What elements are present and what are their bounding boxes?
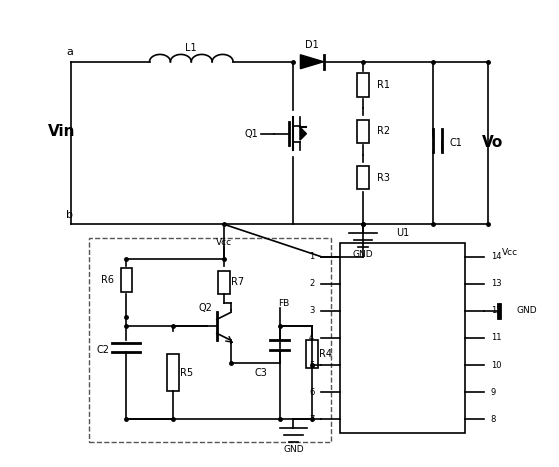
FancyBboxPatch shape — [340, 243, 465, 433]
Text: U1: U1 — [396, 228, 409, 239]
Text: 10: 10 — [491, 361, 501, 369]
Text: C3: C3 — [254, 368, 267, 378]
Text: R6: R6 — [101, 275, 114, 285]
Text: GND: GND — [283, 445, 304, 454]
Text: FB: FB — [278, 298, 290, 308]
Text: 8: 8 — [491, 415, 496, 424]
Text: 1: 1 — [309, 252, 314, 261]
Polygon shape — [300, 127, 306, 140]
Text: 14: 14 — [491, 252, 501, 261]
Text: 13: 13 — [491, 279, 501, 288]
Text: D1: D1 — [305, 41, 319, 50]
FancyBboxPatch shape — [357, 120, 369, 143]
Text: Vin: Vin — [48, 124, 75, 139]
Polygon shape — [300, 55, 324, 69]
FancyBboxPatch shape — [121, 269, 132, 291]
Text: R2: R2 — [377, 127, 390, 136]
Text: 9: 9 — [491, 388, 496, 396]
Text: R4: R4 — [319, 349, 333, 359]
Text: Vcc: Vcc — [503, 248, 518, 256]
Text: C1: C1 — [449, 138, 462, 148]
FancyBboxPatch shape — [167, 354, 178, 391]
Text: 5: 5 — [309, 361, 314, 369]
Text: R3: R3 — [377, 173, 390, 183]
Text: 2: 2 — [309, 279, 314, 288]
Text: 3: 3 — [309, 306, 314, 315]
Text: Q1: Q1 — [245, 129, 258, 139]
FancyBboxPatch shape — [306, 340, 318, 368]
Text: Vo: Vo — [482, 135, 504, 150]
Text: GND: GND — [353, 250, 373, 259]
Text: GND: GND — [517, 306, 537, 315]
Text: 12: 12 — [491, 306, 501, 315]
FancyBboxPatch shape — [357, 166, 369, 190]
Text: Q2: Q2 — [198, 303, 212, 313]
Text: C2: C2 — [97, 345, 110, 354]
Text: 4: 4 — [309, 333, 314, 342]
Text: Vcc: Vcc — [216, 238, 232, 248]
FancyBboxPatch shape — [357, 73, 369, 97]
Text: R1: R1 — [377, 80, 390, 90]
Text: 11: 11 — [491, 333, 501, 342]
Text: 7: 7 — [309, 415, 314, 424]
Text: L1: L1 — [186, 43, 197, 53]
Text: a: a — [66, 48, 73, 57]
Text: R5: R5 — [180, 368, 193, 378]
Text: 6: 6 — [309, 388, 314, 396]
Text: R7: R7 — [231, 277, 244, 287]
FancyBboxPatch shape — [218, 271, 230, 294]
Text: b: b — [66, 210, 73, 220]
